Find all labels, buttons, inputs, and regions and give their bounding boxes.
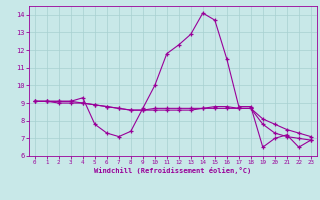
X-axis label: Windchill (Refroidissement éolien,°C): Windchill (Refroidissement éolien,°C) [94,167,252,174]
